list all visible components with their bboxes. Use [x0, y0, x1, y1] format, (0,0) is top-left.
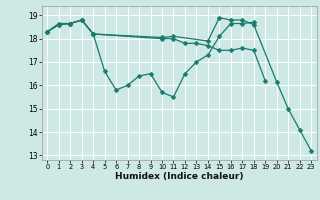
X-axis label: Humidex (Indice chaleur): Humidex (Indice chaleur): [115, 172, 244, 181]
